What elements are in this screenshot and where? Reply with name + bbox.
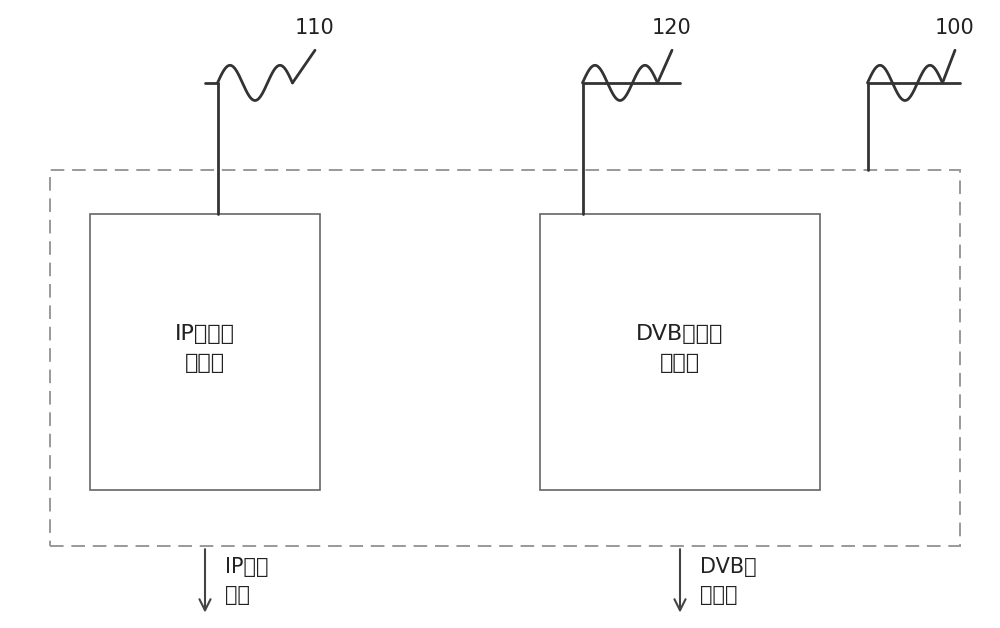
Text: DVB码流调
制设备: DVB码流调 制设备: [636, 324, 724, 373]
Text: 120: 120: [652, 18, 692, 38]
Bar: [540, 214, 820, 490]
Text: IP码流
数据: IP码流 数据: [225, 557, 268, 605]
Text: 110: 110: [295, 18, 335, 38]
Text: 100: 100: [935, 18, 975, 38]
Bar: [90, 214, 320, 490]
Bar: [50, 170, 960, 546]
Text: IP码流转
码设备: IP码流转 码设备: [175, 324, 235, 373]
Text: DVB码
流数据: DVB码 流数据: [700, 557, 757, 605]
